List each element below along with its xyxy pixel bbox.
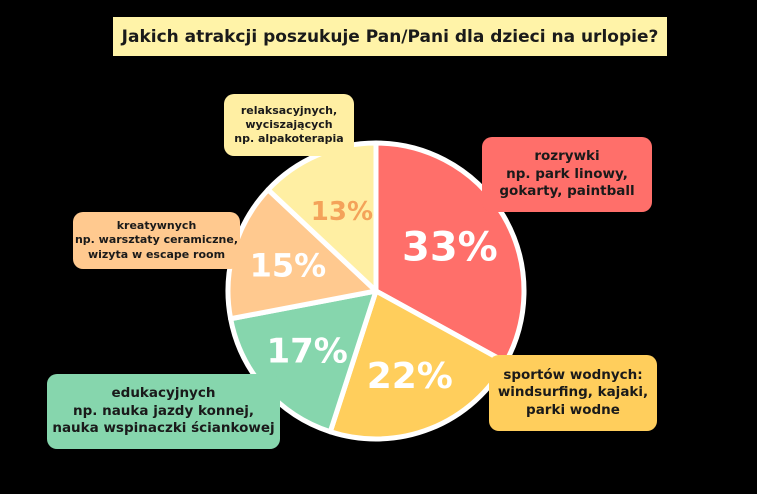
slice-callout-2: sportów wodnych: windsurfing, kajaki, park… xyxy=(489,355,657,431)
callout-line: parki wodne xyxy=(526,401,620,418)
slice-percent-label-5: 13% xyxy=(311,197,373,227)
callout-line: relaksacyjnych, xyxy=(240,103,338,117)
slice-callout-3: edukacyjnych np. nauka jazdy konnej, nauka… xyxy=(47,374,280,449)
callout-line: kreatywnych xyxy=(116,219,197,233)
callout-line: wizyta w escape room xyxy=(87,247,226,261)
callout-line: np. park linowy, xyxy=(506,165,628,182)
pie-outline xyxy=(226,141,526,441)
slice-percent-label-1: 33% xyxy=(402,224,498,270)
callout-line: edukacyjnych xyxy=(111,385,216,402)
callout-line: gokarty, paintball xyxy=(499,183,635,200)
callout-line: np. nauka jazdy konnej, xyxy=(72,402,254,419)
callout-line: np. alpakoterapia xyxy=(234,132,344,146)
callout-line: sportów wodnych: xyxy=(503,366,643,383)
slice-callout-1: rozrywki np. park linowy, gokarty, paintba… xyxy=(482,137,652,212)
slice-percent-label-4: 15% xyxy=(250,246,327,284)
callout-line: np. warsztaty ceramiczne, xyxy=(74,233,239,247)
chart-title: Jakich atrakcji poszukuje Pan/Pani dla d… xyxy=(113,17,667,56)
callout-line: windsurfing, kajaki, xyxy=(497,384,649,401)
slice-callout-4: kreatywnych np. warsztaty ceramiczne, wizy… xyxy=(73,212,240,269)
callout-line: wyciszających xyxy=(245,117,333,131)
slice-percent-label-3: 17% xyxy=(266,332,347,372)
slice-percent-label-2: 22% xyxy=(367,356,453,397)
callout-line: nauka wspinaczki ściankowej xyxy=(52,420,275,437)
callout-line: rozrywki xyxy=(534,148,600,165)
slice-callout-5: relaksacyjnych, wyciszających np. alpakote… xyxy=(224,94,354,156)
